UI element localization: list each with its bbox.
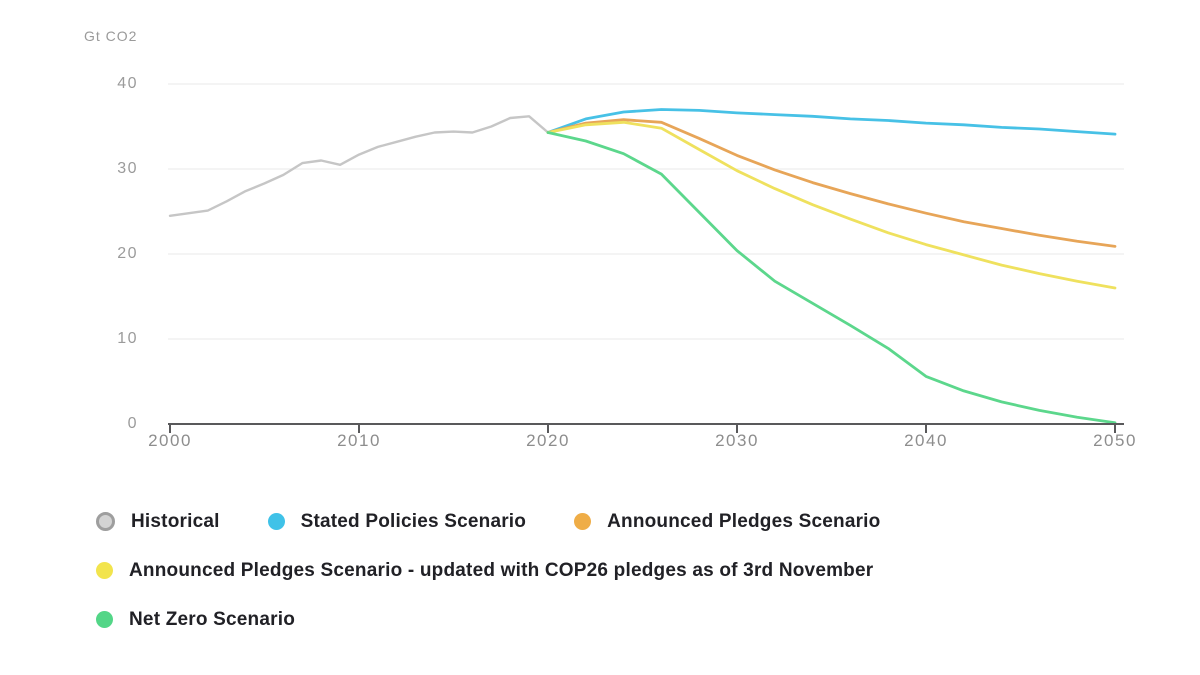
x-tick-label: 2050 [1093, 431, 1137, 450]
legend-row: Net Zero Scenario [96, 603, 1156, 636]
x-tick-label: 2030 [715, 431, 759, 450]
legend-item-stated-policies: Stated Policies Scenario [267, 510, 527, 533]
legend-item-announced-pledges: Announced Pledges Scenario [574, 511, 880, 533]
y-tick-label: 40 [117, 75, 138, 92]
announced-pledges-cop26-dot-icon [96, 562, 113, 579]
x-tick-label: 2000 [148, 431, 192, 450]
legend-label: Historical [131, 510, 220, 532]
plot-area: 0 10 20 30 40 2000 2010 2020 2030 2040 2050 [117, 75, 1137, 450]
chart-legend: Historical Stated Policies Scenario Anno… [96, 505, 1156, 652]
legend-label: Stated Policies Scenario [300, 510, 527, 532]
legend-item-historical: Historical [96, 511, 220, 533]
historical-dot-icon [96, 512, 115, 531]
legend-label: Announced Pledges Scenario [607, 510, 881, 532]
series-line-net-zero-scenario [546, 131, 1117, 425]
y-tick-label: 0 [127, 415, 138, 432]
x-tick-label: 2010 [337, 431, 381, 450]
x-tick-label: 2040 [904, 431, 948, 450]
chart-svg [168, 83, 1124, 433]
legend-row: Historical Stated Policies Scenario Anno… [96, 505, 1156, 538]
x-tick-label: 2020 [526, 431, 570, 450]
legend-label: Announced Pledges Scenario - updated wit… [129, 559, 874, 581]
y-tick-label: 20 [117, 245, 138, 262]
series-line-announced-pledges-scenario [546, 118, 1117, 248]
legend-item-announced-pledges-cop26: Announced Pledges Scenario - updated wit… [96, 560, 873, 582]
series-line-historical [168, 115, 550, 217]
legend-label: Net Zero Scenario [129, 608, 296, 630]
series-line-stated-policies-scenario [546, 108, 1117, 136]
announced-pledges-dot-icon [574, 513, 592, 530]
net-zero-dot-icon [96, 611, 113, 628]
series-line-announced-pledges-scenario-updated-with- [546, 120, 1117, 290]
legend-item-net-zero: Net Zero Scenario [96, 609, 295, 631]
legend-row: Announced Pledges Scenario - updated wit… [96, 554, 1156, 587]
y-tick-label: 10 [117, 330, 138, 347]
y-tick-label: 30 [117, 160, 138, 177]
stated-policies-dot-icon [267, 513, 285, 530]
y-axis-unit-label: Gt CO2 [84, 28, 138, 44]
